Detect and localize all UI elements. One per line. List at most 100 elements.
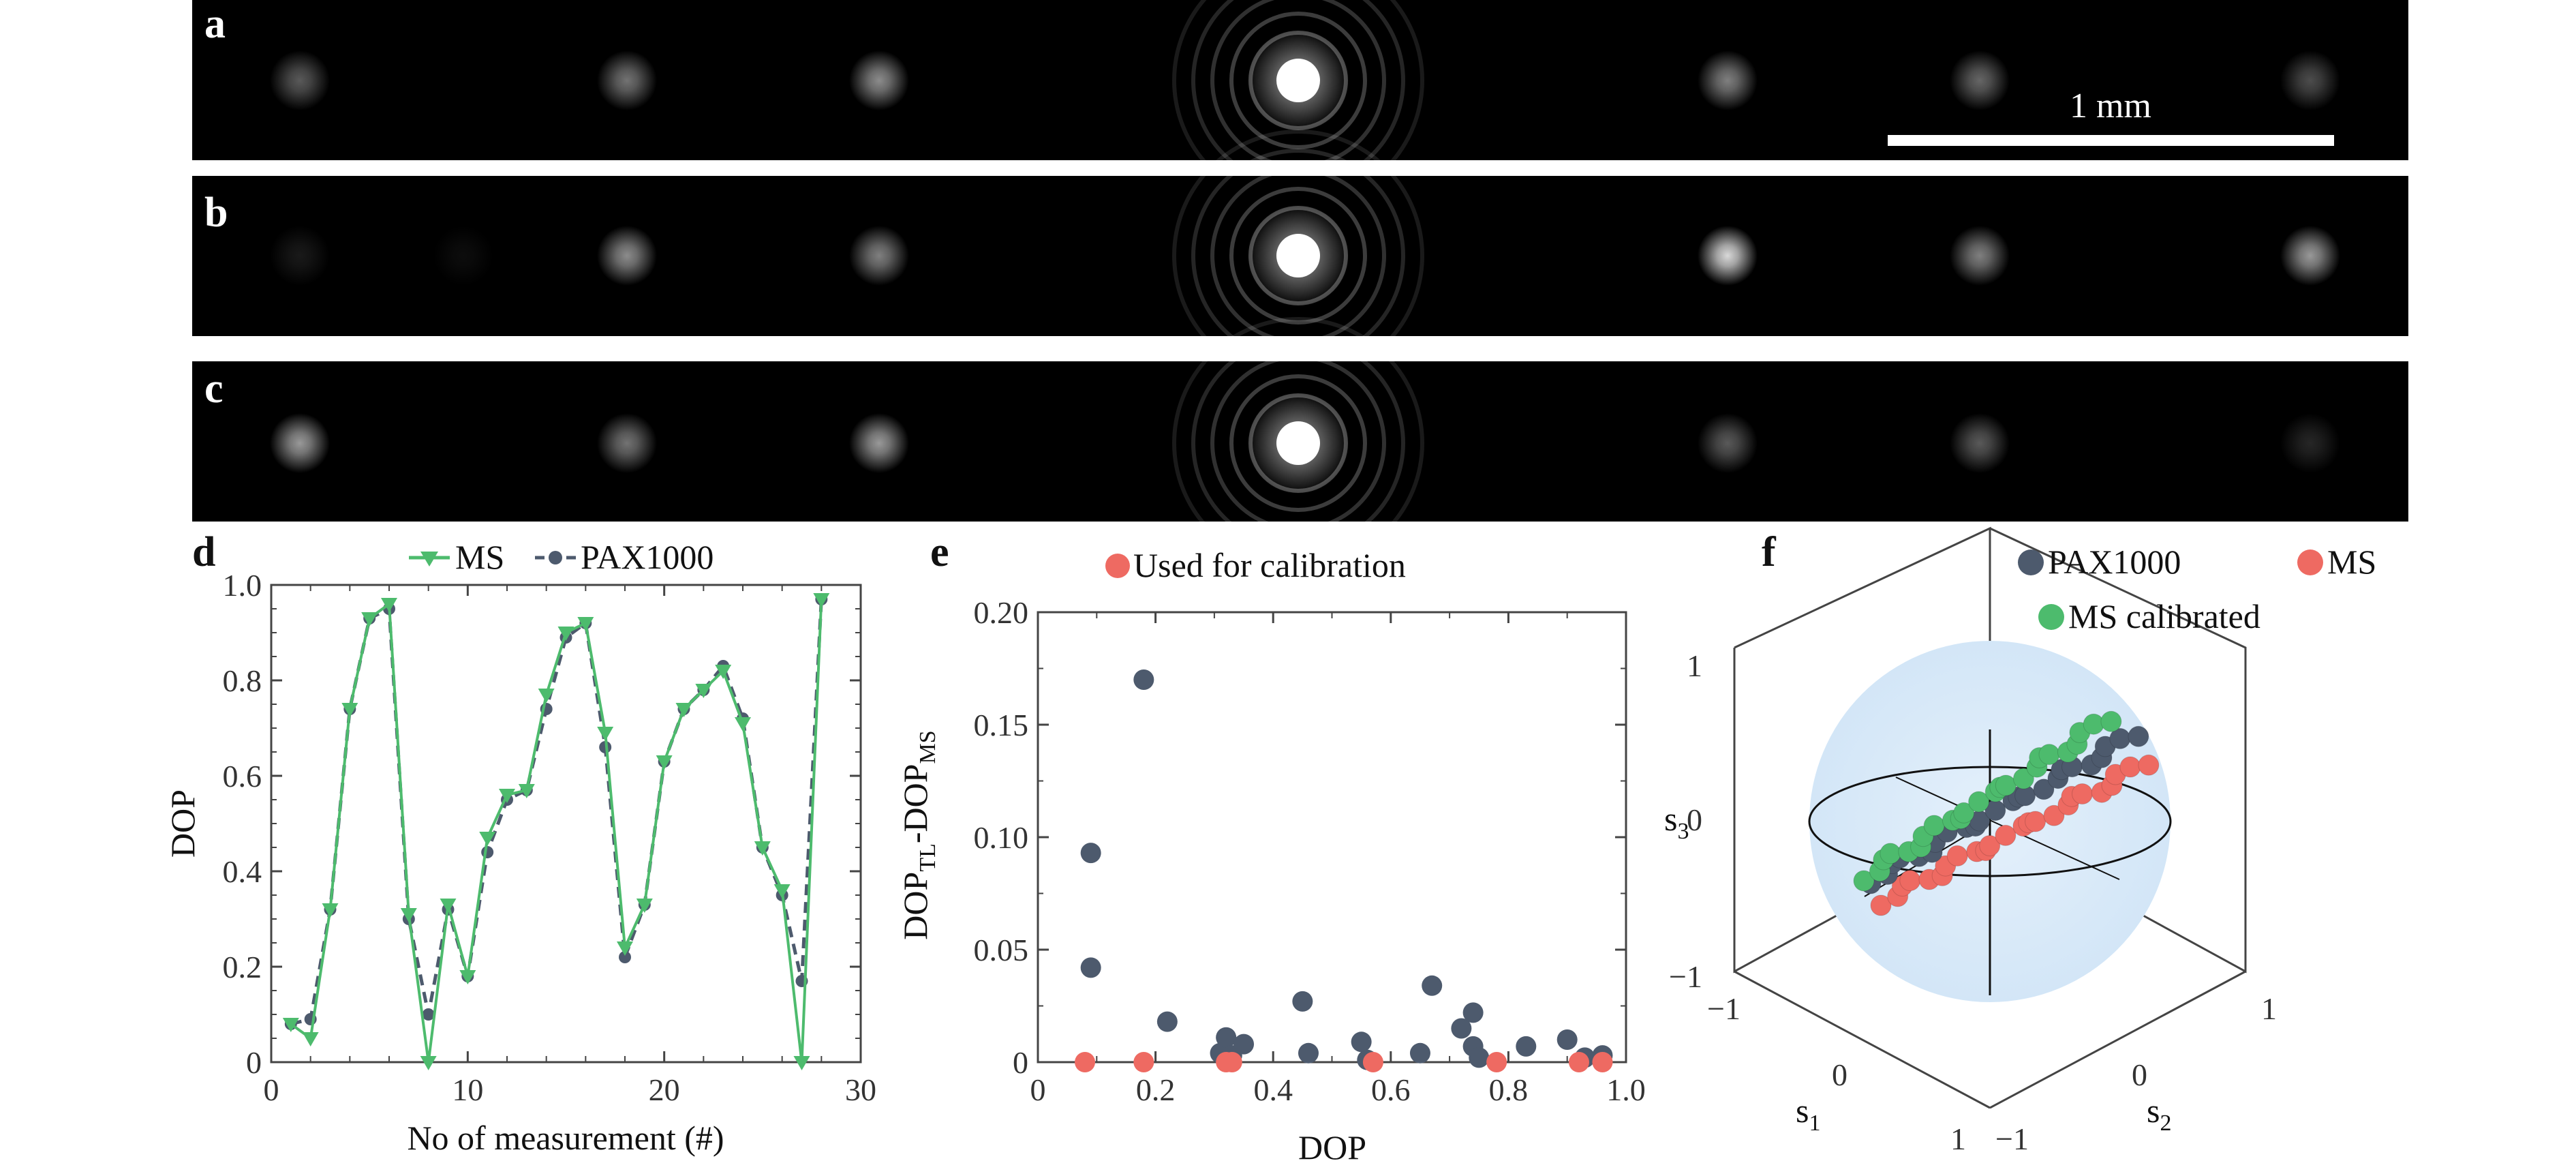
- y-tick-label-e: 0.10: [974, 820, 1029, 855]
- ms-point: [381, 598, 397, 612]
- ms-point: [773, 884, 791, 899]
- ms-point: [341, 703, 358, 717]
- s1-tick-mid: 0: [1832, 1057, 1847, 1092]
- spot: [433, 226, 493, 286]
- measured-point: [1351, 1031, 1372, 1053]
- calibration-point: [1221, 1052, 1242, 1072]
- y-tick-label-d: 0.8: [223, 663, 262, 698]
- ms-calibrated-point: [1995, 774, 2017, 796]
- ms-point: [479, 832, 496, 846]
- legend-ms-label: MS: [455, 538, 504, 576]
- spot: [2280, 50, 2340, 110]
- diffraction-ring: [1210, 355, 1386, 531]
- measured-point: [1451, 1018, 1472, 1039]
- s3-axis-label: s3: [1664, 800, 1689, 844]
- x-tick-label-e: 0.4: [1253, 1072, 1293, 1107]
- ms-calibrated-point: [2083, 713, 2104, 735]
- measured-point: [1156, 1011, 1178, 1032]
- series-d: [282, 593, 830, 1070]
- legend-calibration-label: Used for calibration: [1133, 546, 1406, 584]
- x-tick-label-d: 20: [649, 1072, 680, 1107]
- ms-point: [715, 665, 732, 679]
- legend-ms-label-f: MS: [2327, 543, 2376, 581]
- legend-calibrated-label-f: MS calibrated: [2068, 597, 2260, 635]
- spot: [1950, 413, 2010, 473]
- calibration-point: [1362, 1052, 1383, 1072]
- ms-calibrated-point: [1853, 870, 1875, 892]
- ms-point: [754, 841, 771, 856]
- spot-center: [1276, 59, 1320, 102]
- spot: [1698, 226, 1758, 286]
- spot-center: [1276, 421, 1320, 465]
- ms-calibrated-point: [2012, 768, 2034, 789]
- spot: [1950, 226, 2010, 286]
- diffraction-ring: [1191, 336, 1405, 550]
- pax-point: [481, 846, 494, 858]
- ms-calibrated-point: [1880, 843, 1901, 864]
- diffraction-ring: [1172, 317, 1424, 569]
- ms-point: [2043, 804, 2065, 826]
- plot-frame-e: [1037, 611, 1627, 1064]
- s2-tick-end: −1: [1995, 1121, 2029, 1156]
- spot: [1950, 50, 2010, 110]
- s2-tick-mid: 0: [2132, 1057, 2147, 1092]
- spot: [597, 226, 657, 286]
- panel-letter-e: e: [930, 529, 949, 575]
- measured-point: [1469, 1047, 1490, 1068]
- points-e: [1075, 669, 1613, 1072]
- x-tick-label-e: 0: [1030, 1072, 1046, 1107]
- legend-d: MS PAX1000: [409, 538, 714, 576]
- legend-pax-marker: [549, 551, 562, 564]
- axis-ticks-d: 0 10 20 30 0 0.2 0.4 0.6 0.8 1.0: [223, 568, 877, 1107]
- spot: [2280, 413, 2340, 473]
- chart-panel-f: f PAX1000 MS MS calibrated 1 0 −1 s3 −1 …: [1664, 526, 2376, 1156]
- calibration-point: [1075, 1052, 1096, 1072]
- y-tick-label-d: 0: [246, 1045, 262, 1080]
- ms-point: [1946, 845, 1968, 866]
- ms-point: [499, 789, 515, 803]
- x-tick-label-e: 0.8: [1489, 1072, 1529, 1107]
- ms-point: [597, 727, 614, 741]
- ms-point: [1899, 870, 1921, 892]
- panel-letter-f: f: [1762, 529, 1777, 575]
- spot: [1698, 50, 1758, 110]
- ms-calibrated-point: [1923, 815, 1945, 836]
- ms-point: [793, 1056, 810, 1070]
- ms-point: [302, 1032, 319, 1046]
- pax-point: [2033, 779, 2055, 800]
- y-tick-label-e: 0: [1013, 1045, 1028, 1080]
- plot-frame-d: [270, 584, 862, 1064]
- measured-point: [1409, 1042, 1430, 1064]
- pax-point: [2128, 725, 2149, 747]
- ms-point: [420, 1056, 437, 1070]
- ms-point: [2119, 756, 2141, 778]
- pax-line: [290, 599, 823, 1026]
- spot: [270, 50, 330, 110]
- x-tick-label-d: 30: [845, 1072, 876, 1107]
- y-tick-label-e: 0.20: [974, 595, 1029, 630]
- y-tick-label-e: 0.15: [974, 708, 1029, 742]
- spot: [2280, 226, 2340, 286]
- panel-letter-d: d: [192, 529, 215, 575]
- s3-tick-mid: 0: [1687, 802, 1702, 837]
- ms-point: [322, 903, 339, 918]
- y-tick-label-d: 0.4: [223, 854, 262, 889]
- ms-calibrated-point: [2038, 744, 2060, 766]
- ms-point: [577, 617, 594, 631]
- y-tick-label-d: 0.2: [223, 950, 262, 984]
- scale-bar-label: 1 mm: [2070, 87, 2151, 125]
- diffraction-ring: [1229, 187, 1367, 325]
- ms-point: [636, 899, 653, 913]
- ms-point: [557, 627, 574, 641]
- ms-point: [656, 755, 673, 770]
- ms-calibrated-point: [1953, 802, 1975, 824]
- axis-ticks-e: 0 0.2 0.4 0.6 0.8 1.0 0 0.05 0.10 0.15 0.20: [974, 595, 1646, 1107]
- spot-array-c: [270, 317, 2340, 569]
- y-tick-label-d: 0.6: [223, 759, 262, 794]
- ms-point: [459, 970, 476, 984]
- legend-ms-marker-f: [2297, 549, 2323, 575]
- y-tick-label-d: 1.0: [223, 568, 262, 603]
- ms-point: [2072, 783, 2093, 804]
- diffraction-ring: [1210, 168, 1386, 344]
